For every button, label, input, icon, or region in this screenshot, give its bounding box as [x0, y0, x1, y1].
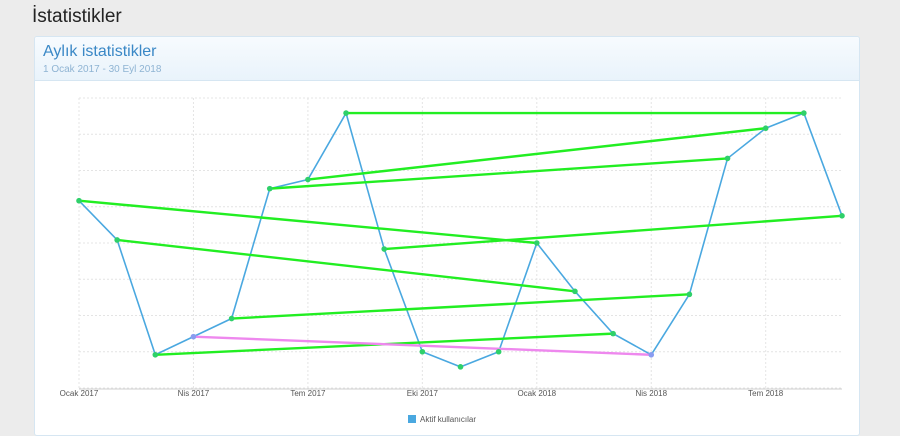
overlay-line [384, 214, 843, 251]
panel-header: Aylık istatistikler 1 Ocak 2017 - 30 Eyl… [35, 37, 859, 81]
data-point [495, 348, 502, 355]
data-point [343, 110, 349, 116]
stats-panel: Aylık istatistikler 1 Ocak 2017 - 30 Eyl… [34, 36, 860, 436]
overlay-line [269, 157, 728, 190]
overlay-line [193, 335, 652, 356]
data-point [190, 333, 197, 340]
panel-title: Aylık istatistikler [43, 43, 157, 60]
data-point [228, 315, 235, 322]
data-point [381, 246, 388, 252]
overlay-line [78, 199, 537, 245]
x-tick-label: Eki 2017 [407, 389, 439, 398]
data-point [305, 176, 311, 183]
x-tick-label: Nis 2017 [178, 389, 210, 398]
x-tick-label: Tem 2017 [290, 389, 326, 398]
panel-subtitle: 1 Ocak 2017 - 30 Eyl 2018 [43, 64, 162, 75]
data-point [610, 330, 616, 337]
data-point [572, 288, 578, 295]
x-tick-label: Ocak 2018 [517, 389, 556, 398]
overlay-line [231, 293, 690, 320]
data-point [419, 348, 426, 355]
data-point [114, 237, 120, 243]
page-title: İstatistikler [32, 6, 122, 27]
line-chart: Ocak 2017 Nis 2017 Tem 2017 Eki 2017 Ocak 20… [60, 97, 845, 424]
x-tick-label: Tem 2018 [748, 389, 784, 398]
data-point [686, 291, 693, 298]
data-point [266, 185, 273, 192]
data-point [534, 240, 540, 246]
legend-label: Aktif kullanıcılar [420, 415, 476, 424]
overlay-line [307, 127, 766, 181]
legend-swatch [408, 415, 416, 423]
data-point [648, 351, 655, 358]
x-tick-label: Ocak 2017 [60, 389, 99, 398]
data-point [152, 351, 159, 358]
data-point [457, 364, 464, 370]
data-point [801, 110, 807, 116]
data-point [839, 213, 845, 219]
x-tick-label: Nis 2018 [635, 389, 667, 398]
data-point [724, 155, 731, 162]
data-point [762, 125, 769, 132]
data-point [76, 197, 82, 204]
overlay-line [117, 238, 576, 293]
